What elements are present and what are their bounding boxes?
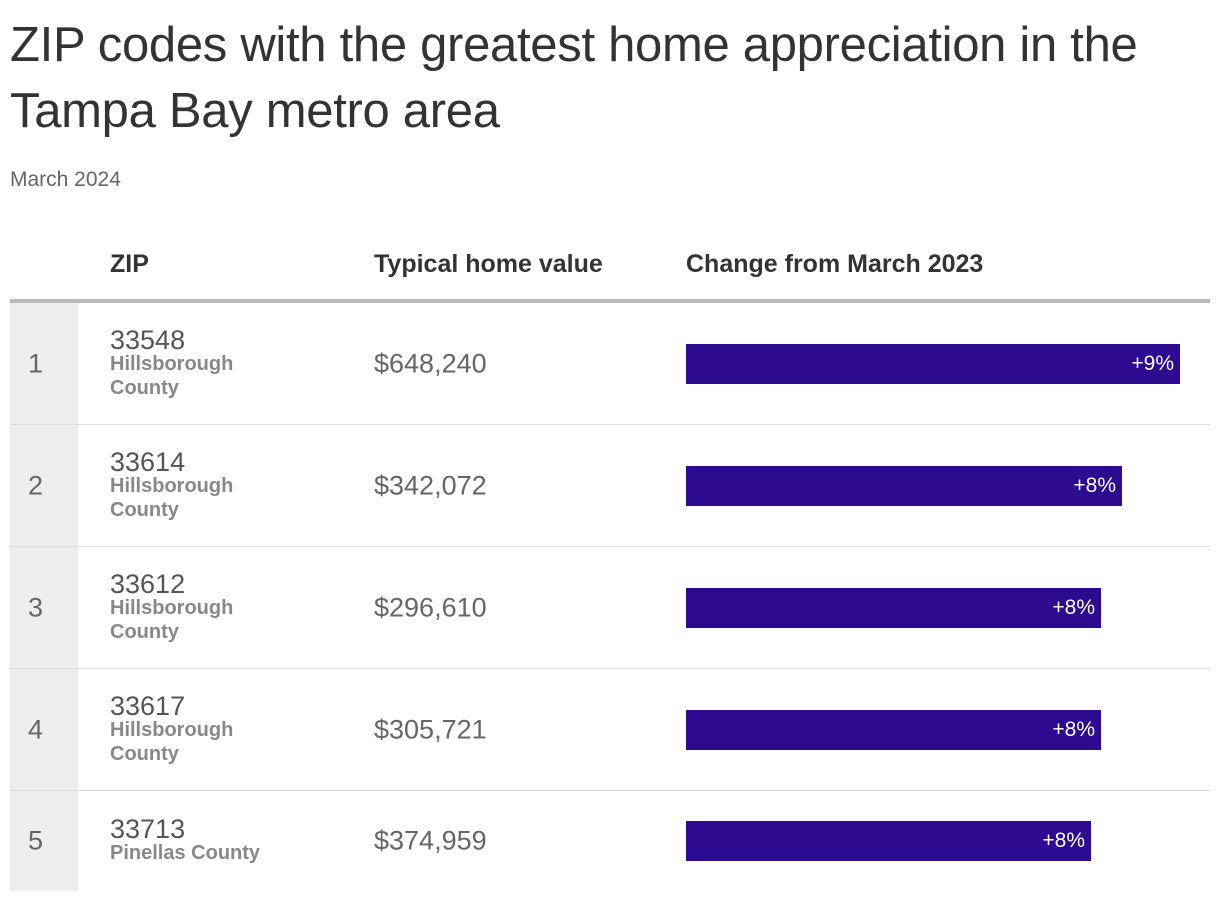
change-label: +8% [1052,595,1095,619]
table-row: 1 33548 Hillsborough County $648,240 +9% [10,303,1210,425]
home-value: $342,072 [374,470,487,500]
zip-code: 33713 [110,814,186,844]
chart-title: ZIP codes with the greatest home appreci… [10,18,1138,138]
home-value: $296,610 [374,592,487,622]
county-name: Hillsborough County [110,352,234,399]
zip-cell: 33614 Hillsborough County [110,446,280,522]
rank-cell: 2 [10,425,78,546]
zip-cell: 33713 Pinellas County [110,814,280,865]
rank-number: 4 [28,714,44,744]
rank-number: 5 [28,825,44,856]
home-value: $374,959 [374,825,487,856]
column-header-home-value: Typical home value [374,250,603,278]
zip-code: 33612 [110,568,186,599]
table-row: 3 33612 Hillsborough County $296,610 +8% [10,547,1210,669]
zip-cell: 33612 Hillsborough County [110,568,280,644]
bar-track: +9% [686,343,1196,384]
change-label: +8% [1052,717,1095,741]
home-value: $305,721 [374,714,487,744]
change-bar: +8% [686,821,1091,861]
county-name: Hillsborough County [110,718,234,765]
bar-track: +8% [686,709,1196,750]
rank-cell: 1 [10,303,78,424]
county-name: Pinellas County [110,842,261,864]
column-header-change: Change from March 2023 [686,250,984,278]
zip-code: 33617 [110,690,186,721]
zip-code: 33548 [110,324,186,355]
change-label: +9% [1131,351,1174,375]
home-value: $648,240 [374,348,487,378]
rank-number: 2 [28,470,44,500]
zip-code: 33614 [110,446,186,477]
bar-track: +8% [686,587,1196,628]
change-bar: +9% [686,343,1180,384]
chart-subtitle: March 2024 [10,168,121,191]
change-label: +8% [1073,473,1116,497]
change-bar: +8% [686,587,1101,628]
table-row: 2 33614 Hillsborough County $342,072 +8% [10,425,1210,547]
data-table: ZIP Typical home value Change from March… [10,226,1210,891]
change-bar: +8% [686,709,1101,750]
table-row: 4 33617 Hillsborough County $305,721 +8% [10,669,1210,791]
bar-track: +8% [686,821,1196,861]
zip-cell: 33617 Hillsborough County [110,690,280,766]
rank-number: 3 [28,592,44,622]
county-name: Hillsborough County [110,596,234,643]
change-bar: +8% [686,465,1122,506]
rank-cell: 3 [10,547,78,668]
county-name: Hillsborough County [110,474,234,521]
rank-cell: 5 [10,791,78,891]
table-header: ZIP Typical home value Change from March… [10,226,1210,303]
rank-number: 1 [28,348,44,378]
bar-track: +8% [686,465,1196,506]
rank-cell: 4 [10,669,78,790]
table-row: 5 33713 Pinellas County $374,959 +8% [10,791,1210,891]
column-header-zip: ZIP [110,250,149,278]
change-label: +8% [1042,829,1085,852]
zip-cell: 33548 Hillsborough County [110,324,280,400]
